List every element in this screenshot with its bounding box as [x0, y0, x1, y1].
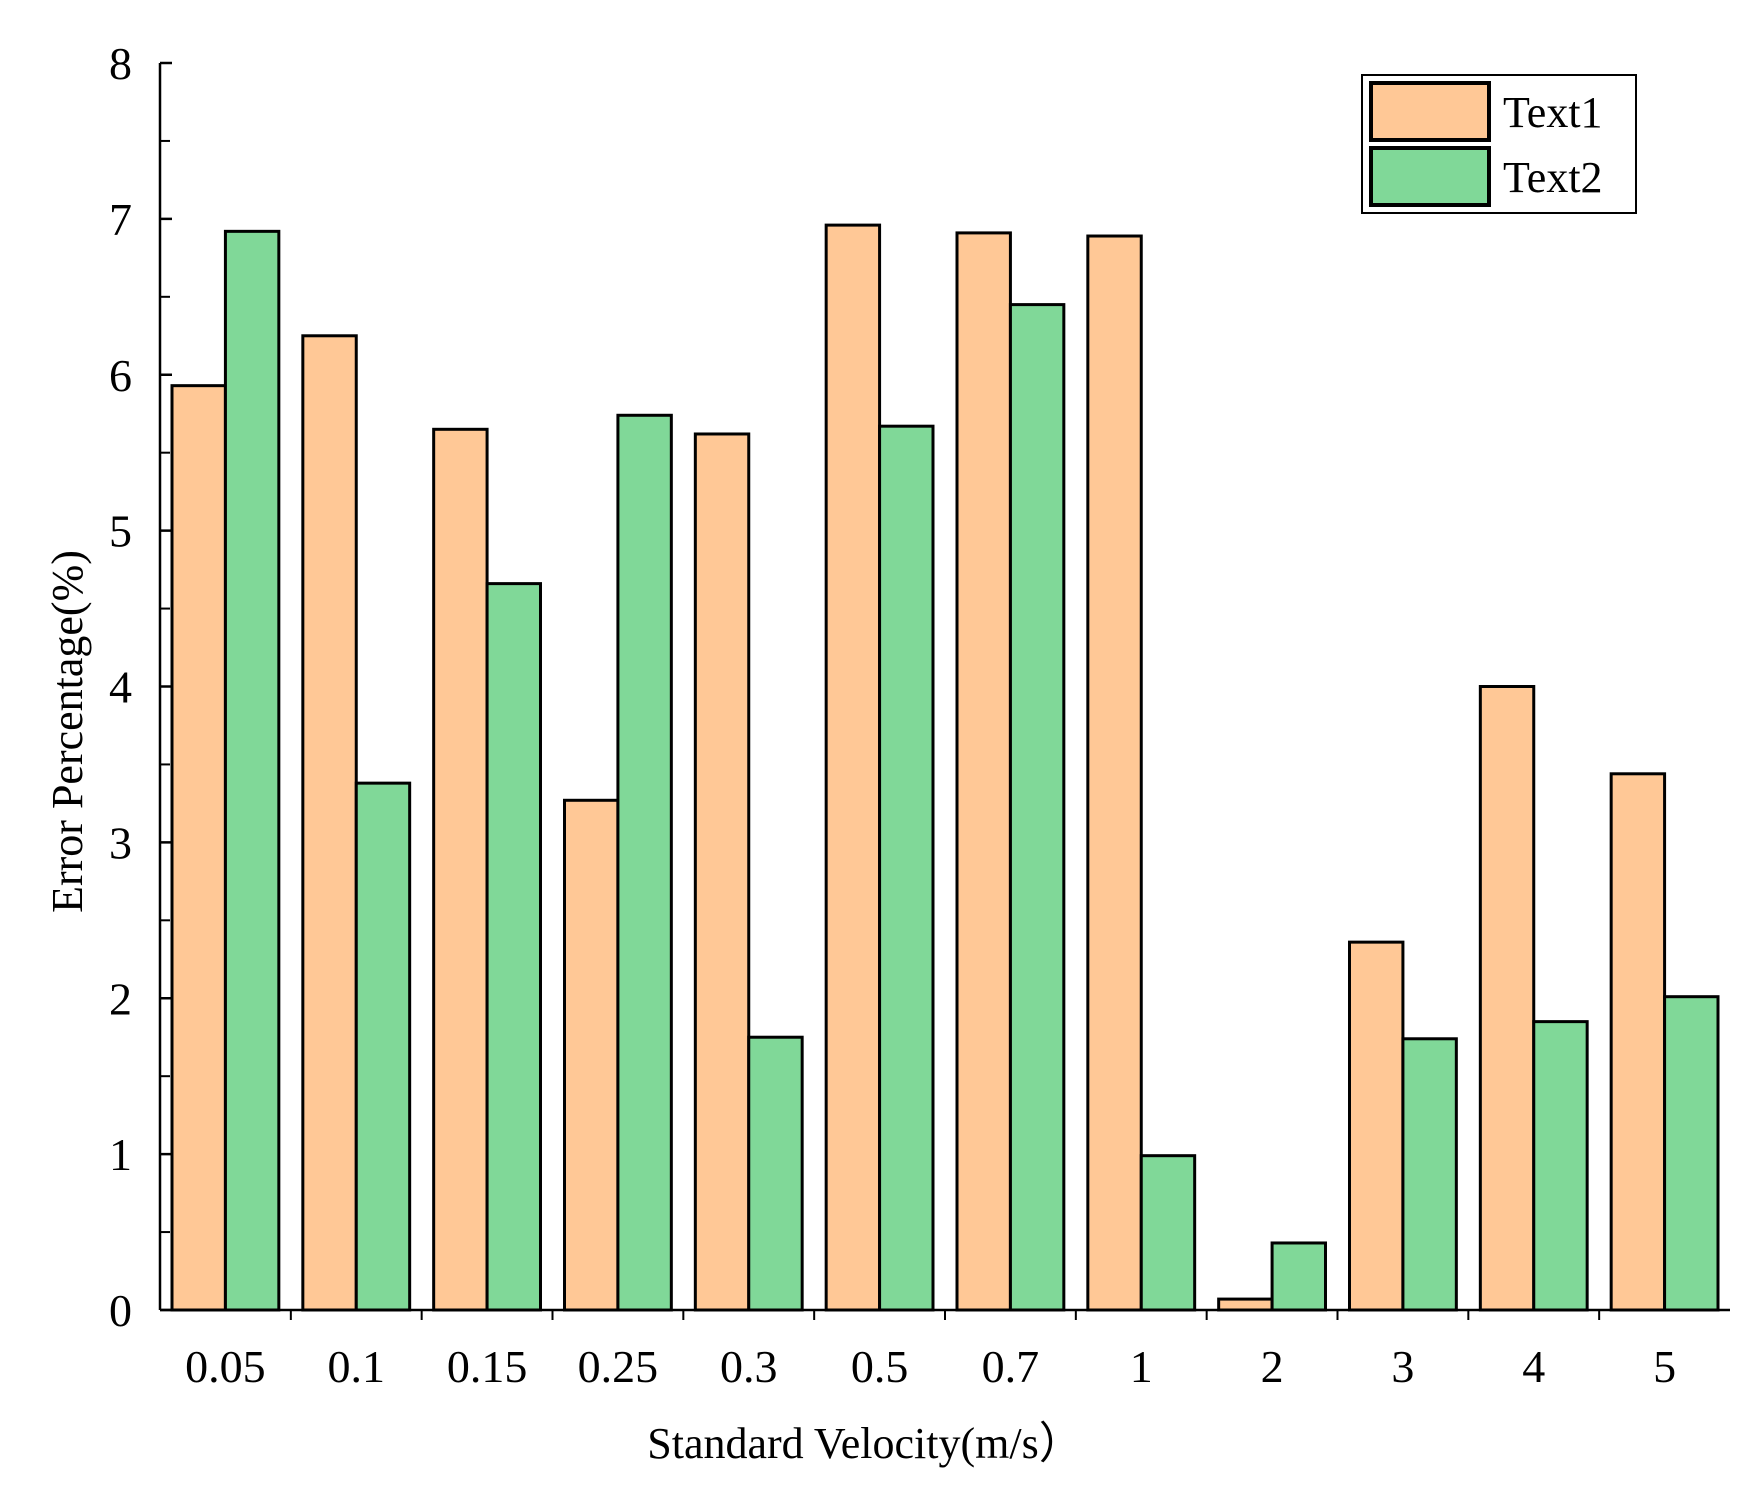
- y-tick-label: 6: [109, 350, 132, 401]
- bar-text2-2: [1270, 1241, 1328, 1312]
- bar-text1-4: [1478, 685, 1536, 1312]
- bar-text2-0_5: [878, 424, 935, 1312]
- x-axis-ticks: 0.05 0.1 0.15 0.25 0.3 0.5 0.7 1 2 3 4 5: [185, 1310, 1676, 1392]
- y-tick-label: 7: [109, 194, 132, 245]
- y-tick-label: 0: [109, 1285, 132, 1336]
- bar-text2-5: [1663, 995, 1720, 1312]
- bar-text2-0_3: [747, 1035, 804, 1312]
- legend-label-text2: Text2: [1503, 153, 1603, 202]
- x-tick-label: 0.05: [185, 1341, 266, 1392]
- x-tick-label: 0.15: [447, 1341, 528, 1392]
- x-tick-label: 5: [1653, 1341, 1676, 1392]
- x-tick-label: 0.7: [982, 1341, 1040, 1392]
- bar-text2-0_25: [616, 413, 673, 1312]
- x-axis-title: Standard Velocity(m/s）: [647, 1419, 1082, 1468]
- legend: Text1 Text2: [1361, 74, 1637, 214]
- y-tick-label: 2: [109, 973, 132, 1024]
- bar-text1-0_3: [693, 432, 751, 1312]
- x-tick-label: 2: [1261, 1341, 1284, 1392]
- x-tick-label: 0.3: [720, 1341, 778, 1392]
- bar-text1-5: [1609, 772, 1667, 1312]
- bar-text2-0_05: [223, 229, 281, 1312]
- bar-text1-0_15: [432, 427, 489, 1312]
- y-tick-label: 1: [109, 1129, 132, 1180]
- y-tick-label: 4: [109, 662, 132, 713]
- x-tick-label: 4: [1522, 1341, 1545, 1392]
- y-tick-label: 3: [109, 817, 132, 868]
- legend-swatch-text2: [1369, 146, 1491, 207]
- bar-text2-1: [1139, 1154, 1197, 1312]
- y-axis-title: Error Percentage(%): [43, 550, 92, 913]
- bar-text2-0_7: [1008, 303, 1066, 1312]
- bar-text2-0_15: [485, 582, 543, 1312]
- x-tick-label: 0.1: [328, 1341, 386, 1392]
- bar-text2-0_1: [354, 781, 412, 1312]
- x-tick-label: 0.5: [851, 1341, 909, 1392]
- bar-text1-0_25: [563, 798, 620, 1312]
- x-tick-label: 1: [1130, 1341, 1153, 1392]
- y-axis-ticks: 0 1 2 3 4 5 6 7 8: [109, 38, 172, 1336]
- bar-text2-4: [1532, 1020, 1589, 1312]
- bar-text1-0_1: [301, 334, 358, 1312]
- legend-swatch-text1: [1369, 81, 1491, 142]
- bar-text1-0_05: [170, 384, 227, 1312]
- x-tick-label: 3: [1391, 1341, 1414, 1392]
- bar-text1-3: [1348, 940, 1405, 1312]
- bars-group: [170, 223, 1720, 1312]
- bar-text1-1: [1086, 234, 1143, 1312]
- x-tick-label: 0.25: [578, 1341, 659, 1392]
- bar-text1-2: [1217, 1297, 1274, 1312]
- y-tick-label: 8: [109, 38, 132, 89]
- legend-label-text1: Text1: [1503, 88, 1603, 137]
- y-tick-label: 5: [109, 506, 132, 557]
- bar-text1-0_7: [955, 231, 1012, 1312]
- bar-text2-3: [1401, 1037, 1458, 1312]
- bar-text1-0_5: [824, 223, 882, 1312]
